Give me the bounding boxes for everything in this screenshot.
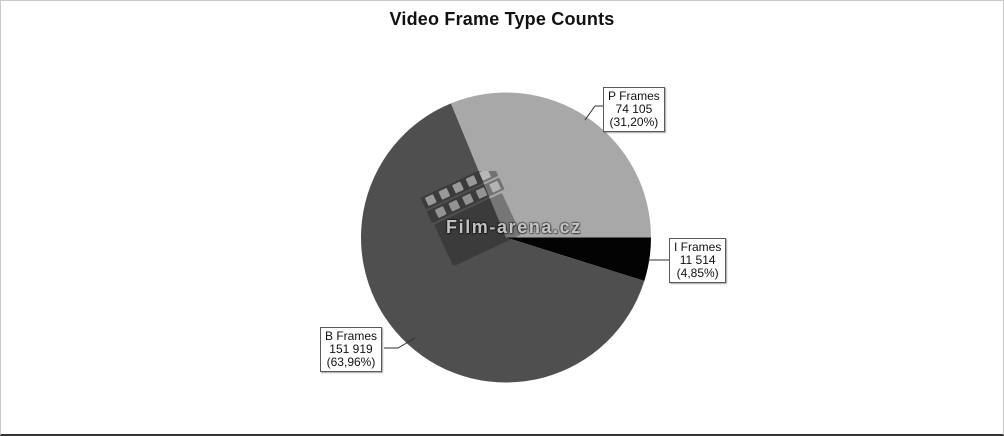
slice-percent: (63,96%) [326,355,376,369]
slice-label: I Frames [674,240,722,254]
callout-p-frames: P Frames 74 105 (31,20%) [603,87,665,132]
callout-b-frames: B Frames 151 919 (63,96%) [319,327,382,372]
slice-value: 11 514 [679,253,716,267]
slice-label: P Frames [608,89,660,103]
slice-percent: (31,20%) [609,115,659,129]
pie-slice-p-frames [450,92,651,238]
chart-title: Video Frame Type Counts [389,9,615,29]
slice-label: B Frames [324,329,377,343]
pie-slices [360,92,652,383]
leader-line-p-frames [584,105,603,121]
leader-line-b-frames [384,337,416,349]
slice-percent: (4,85%) [676,266,719,280]
pie-slice-b-frames [360,103,645,383]
slice-value: 151 919 [329,342,373,356]
slice-value: 74 105 [615,102,653,116]
leader-lines [384,105,669,349]
callout-i-frames: I Frames 11 514 (4,85%) [669,238,727,283]
pie-slice-i-frames [506,237,652,281]
